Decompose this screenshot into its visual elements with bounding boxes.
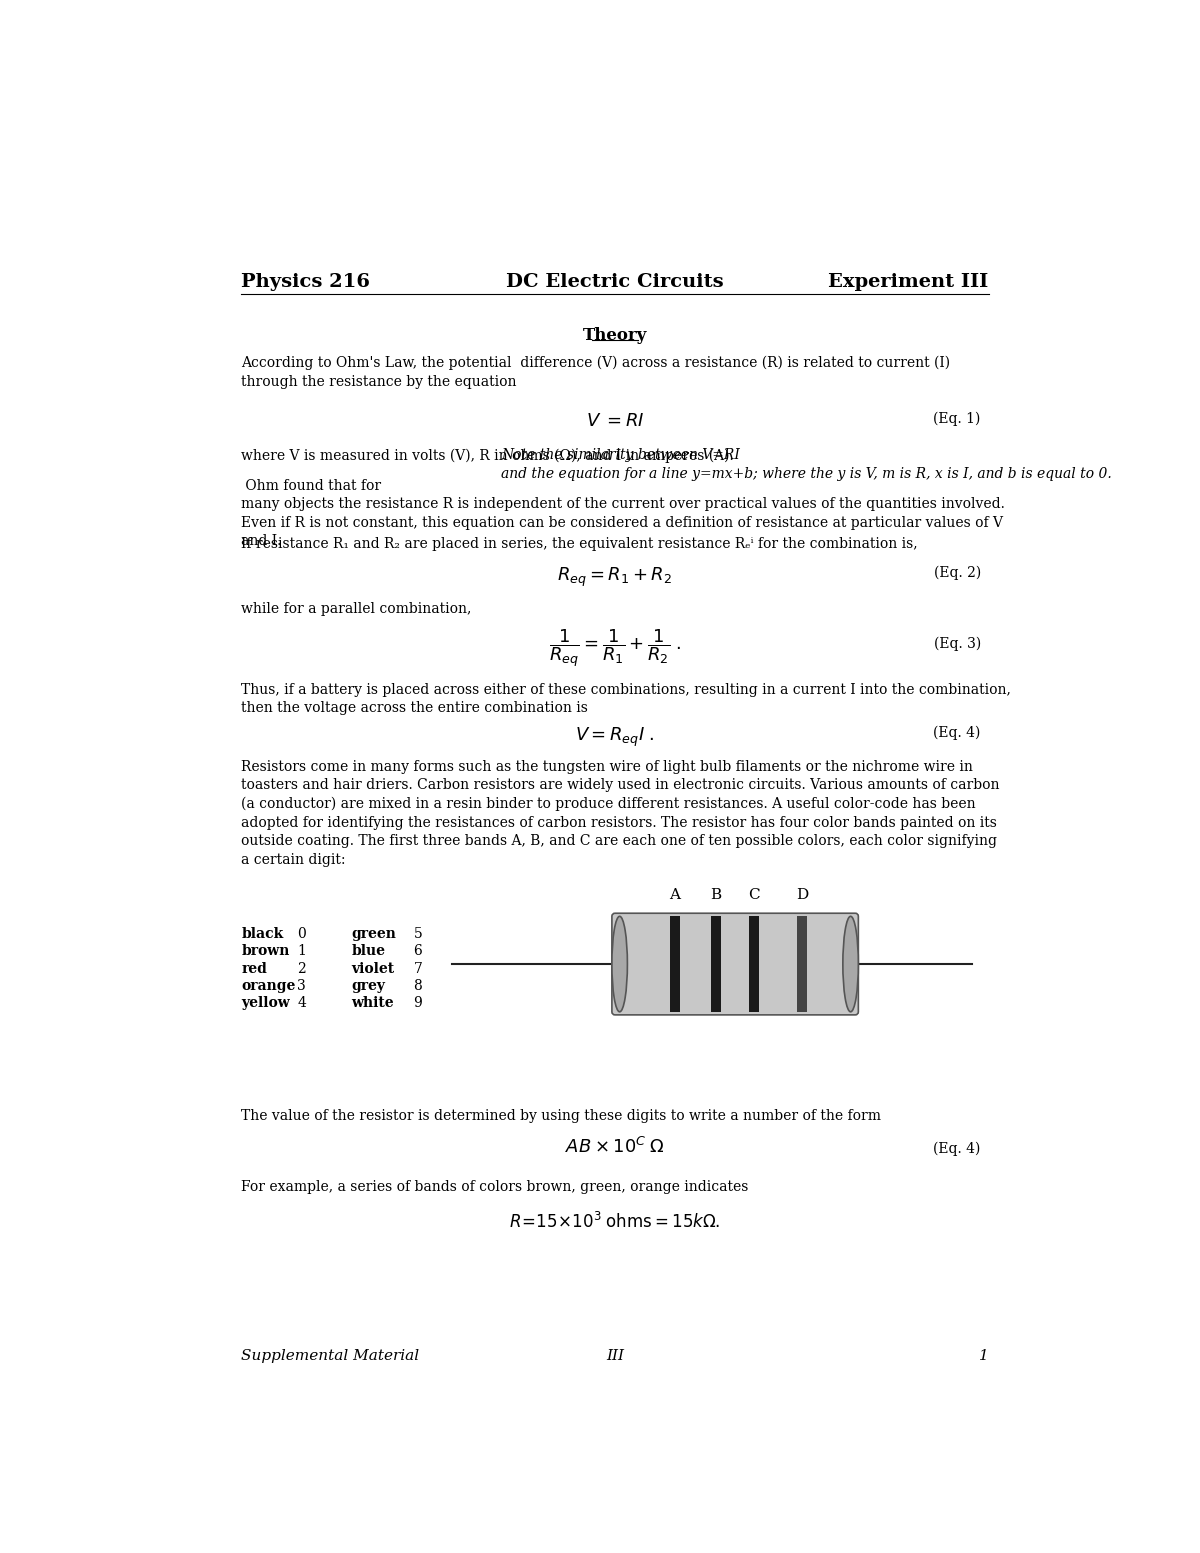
Text: C: C (749, 888, 760, 902)
Text: grey: grey (352, 978, 385, 992)
Text: Supplemental Material: Supplemental Material (241, 1350, 420, 1364)
Text: According to Ohm's Law, the potential  difference (V) across a resistance (R) is: According to Ohm's Law, the potential di… (241, 356, 950, 388)
Text: 2: 2 (298, 961, 306, 975)
Text: 6: 6 (414, 944, 422, 958)
Ellipse shape (612, 916, 628, 1013)
Text: B: B (710, 888, 721, 902)
Text: $AB \times 10^C\;\Omega$: $AB \times 10^C\;\Omega$ (565, 1137, 665, 1157)
Text: 3: 3 (298, 978, 306, 992)
Text: 7: 7 (414, 961, 422, 975)
Text: The value of the resistor is determined by using these digits to write a number : The value of the resistor is determined … (241, 1109, 882, 1123)
Text: III: III (606, 1350, 624, 1364)
Text: Experiment III: Experiment III (828, 273, 989, 292)
Text: green: green (352, 927, 396, 941)
Text: 9: 9 (414, 997, 422, 1011)
Text: For example, a series of bands of colors brown, green, orange indicates: For example, a series of bands of colors… (241, 1180, 749, 1194)
Text: where V is measured in volts (V), R in ohms (Ω), and I in amperes (A).: where V is measured in volts (V), R in o… (241, 449, 738, 463)
Text: brown: brown (241, 944, 290, 958)
Bar (749, 916, 760, 1013)
Text: A: A (670, 888, 680, 902)
Text: 4: 4 (298, 997, 306, 1011)
Text: 1: 1 (979, 1350, 989, 1364)
Text: $\dfrac{1}{R_{eq}} = \dfrac{1}{R_1} + \dfrac{1}{R_2}\;.$: $\dfrac{1}{R_{eq}} = \dfrac{1}{R_1} + \d… (548, 627, 682, 669)
Text: black: black (241, 927, 283, 941)
Text: Note the similarity between V=RI
and the equation for a line y=mx+b; where the y: Note the similarity between V=RI and the… (502, 449, 1112, 480)
Text: (Eq. 2): (Eq. 2) (934, 565, 980, 581)
Text: $R\!=\!15\!\times\!10^3\;{\rm ohms} = 15k\Omega.$: $R\!=\!15\!\times\!10^3\;{\rm ohms} = 15… (509, 1211, 721, 1232)
Text: Ohm found that for
many objects the resistance R is independent of the current o: Ohm found that for many objects the resi… (241, 478, 1006, 548)
Text: D: D (797, 888, 809, 902)
Text: 5: 5 (414, 927, 422, 941)
Bar (670, 916, 680, 1013)
Text: white: white (352, 997, 394, 1011)
Text: while for a parallel combination,: while for a parallel combination, (241, 603, 472, 617)
Text: Resistors come in many forms such as the tungsten wire of light bulb filaments o: Resistors come in many forms such as the… (241, 759, 1000, 867)
Text: (Eq. 4): (Eq. 4) (934, 725, 980, 739)
Text: $R_{eq} = R_1 + R_2$: $R_{eq} = R_1 + R_2$ (557, 565, 673, 589)
Text: (Eq. 1): (Eq. 1) (934, 412, 980, 427)
Text: DC Electric Circuits: DC Electric Circuits (506, 273, 724, 292)
Text: (Eq. 4): (Eq. 4) (934, 1141, 980, 1155)
Text: Thus, if a battery is placed across either of these combinations, resulting in a: Thus, if a battery is placed across eith… (241, 683, 1012, 716)
FancyBboxPatch shape (612, 913, 858, 1014)
Text: 8: 8 (414, 978, 422, 992)
Text: blue: blue (352, 944, 385, 958)
Text: Physics 216: Physics 216 (241, 273, 371, 292)
Text: 0: 0 (298, 927, 306, 941)
Text: $V\;=RI$: $V\;=RI$ (586, 412, 644, 430)
Text: violet: violet (352, 961, 395, 975)
Ellipse shape (842, 916, 858, 1013)
Text: Theory: Theory (583, 328, 647, 345)
Text: $V = R_{eq}I\;.$: $V = R_{eq}I\;.$ (576, 725, 654, 749)
Text: 1: 1 (298, 944, 306, 958)
Bar (710, 916, 721, 1013)
Text: If resistance R₁ and R₂ are placed in series, the equivalent resistance Rₑⁱ for : If resistance R₁ and R₂ are placed in se… (241, 537, 918, 551)
Text: orange: orange (241, 978, 296, 992)
Bar (797, 916, 808, 1013)
Text: red: red (241, 961, 268, 975)
Text: (Eq. 3): (Eq. 3) (934, 637, 980, 651)
Text: yellow: yellow (241, 997, 290, 1011)
